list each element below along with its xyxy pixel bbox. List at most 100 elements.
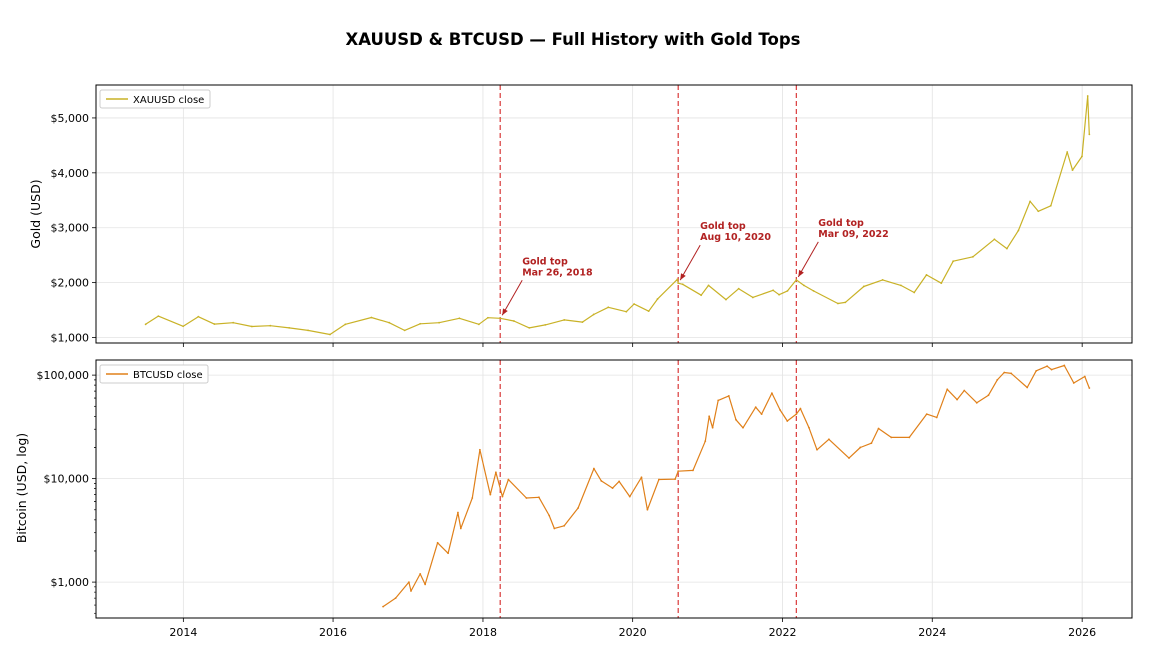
gold-gridlines xyxy=(96,85,1132,343)
gold-y-axis-label: Gold (USD) xyxy=(28,179,43,248)
btc-data-point xyxy=(779,409,782,411)
btc-gridlines xyxy=(96,360,1132,618)
gold-data-point xyxy=(795,278,798,281)
gold-data-point xyxy=(213,323,216,325)
btc-data-point xyxy=(600,480,603,482)
gold-data-point xyxy=(844,301,847,304)
btc-x-ticks: 2014 2016 2018 2020 2022 2024 2026 xyxy=(169,618,1096,639)
gold-data-point xyxy=(182,325,185,328)
gold-data-point xyxy=(925,274,928,276)
gold-data-point xyxy=(344,323,347,326)
btc-data-point xyxy=(611,487,614,489)
btc-data-point xyxy=(848,457,850,459)
x-tick-label: 2026 xyxy=(1068,626,1096,639)
gold-data-point xyxy=(1088,133,1091,136)
btc-data-point xyxy=(525,497,528,499)
btc-data-point xyxy=(577,507,580,509)
gold-data-point xyxy=(940,282,943,285)
btc-legend: BTCUSD close xyxy=(99,364,209,384)
gold-x-ticks xyxy=(182,343,1083,347)
btc-data-point xyxy=(786,420,789,422)
gold-data-point xyxy=(913,291,916,294)
btc-data-point xyxy=(1072,382,1075,384)
btc-data-point xyxy=(877,427,880,430)
gold-data-point xyxy=(1006,247,1008,250)
gold-data-point xyxy=(269,324,272,327)
gold-data-point xyxy=(812,289,815,292)
btc-data-point xyxy=(646,508,649,511)
btc-data-point xyxy=(890,436,893,439)
btc-data-point xyxy=(816,448,818,451)
btc-data-point xyxy=(382,605,384,608)
gold-series-group xyxy=(144,95,1091,336)
btc-data-point xyxy=(1035,369,1038,372)
btc-y-axis-label: Bitcoin (USD, log) xyxy=(14,433,29,543)
btc-data-point xyxy=(935,416,938,419)
btc-data-point xyxy=(754,406,757,409)
btc-data-point xyxy=(760,413,763,416)
x-tick-label: 2022 xyxy=(769,626,797,639)
btc-data-point xyxy=(1003,371,1006,374)
btc-data-point xyxy=(1050,368,1053,371)
btc-data-point xyxy=(987,394,990,397)
gold-data-point xyxy=(952,260,955,263)
btc-data-point xyxy=(447,552,450,555)
btc-data-point xyxy=(548,514,551,517)
btc-data-point xyxy=(704,440,707,443)
gold-data-point xyxy=(707,284,710,287)
btc-data-point xyxy=(1063,364,1066,367)
btc-data-point xyxy=(471,497,474,499)
gold-data-point xyxy=(837,302,839,305)
annotation-title: Gold top xyxy=(700,221,746,232)
btc-legend-label: BTCUSD close xyxy=(133,370,203,381)
annotation-arrowhead xyxy=(502,308,508,316)
gold-axes-frame xyxy=(95,84,1133,344)
btc-data-point xyxy=(996,378,999,381)
btc-data-point xyxy=(1083,375,1086,378)
btc-data-point xyxy=(908,436,911,439)
gold-data-point xyxy=(419,322,422,325)
x-tick-label: 2020 xyxy=(619,626,647,639)
gold-data-point xyxy=(772,289,775,292)
gold-data-point xyxy=(307,329,309,332)
y-tick-label: $1,000 xyxy=(51,576,90,589)
gold-data-point xyxy=(681,283,684,286)
gold-data-point xyxy=(1029,200,1031,203)
annotation-date: Mar 26, 2018 xyxy=(522,267,593,278)
y-tick-label: $10,000 xyxy=(44,473,90,486)
btc-data-point xyxy=(1026,386,1029,389)
gold-data-point xyxy=(592,313,595,316)
btc-data-point xyxy=(925,413,928,416)
btc-data-point xyxy=(436,541,439,544)
annotation-arrowhead xyxy=(680,273,686,281)
gold-data-point xyxy=(370,316,373,319)
gold-data-point xyxy=(528,327,531,329)
annotation-date: Mar 09, 2022 xyxy=(818,229,888,240)
gold-data-point xyxy=(329,333,331,336)
btc-data-point xyxy=(946,388,949,391)
btc-data-point xyxy=(963,389,966,392)
btc-data-point xyxy=(394,597,397,600)
btc-y-ticks: $1,000 $10,000 $100,000 xyxy=(37,369,96,614)
gold-data-point xyxy=(458,317,461,320)
annotation-arrowhead xyxy=(798,269,804,277)
btc-legend-box xyxy=(99,364,209,384)
gold-data-point xyxy=(625,310,628,313)
annotation-title: Gold top xyxy=(522,256,568,267)
gold-legend: XAUUSD close xyxy=(99,89,211,109)
gold-data-point xyxy=(633,303,635,305)
gold-data-point xyxy=(862,285,865,288)
gold-data-point xyxy=(1086,95,1089,97)
btc-data-point xyxy=(419,573,422,575)
btc-data-point xyxy=(538,496,540,499)
gold-data-point xyxy=(1081,155,1083,158)
gold-data-point xyxy=(751,296,754,299)
btc-data-point xyxy=(727,394,730,397)
btc-data-point xyxy=(553,527,556,530)
btc-data-point xyxy=(677,470,680,473)
btc-data-point xyxy=(742,426,744,429)
gold-data-point xyxy=(725,298,727,301)
btc-data-point xyxy=(640,476,643,479)
